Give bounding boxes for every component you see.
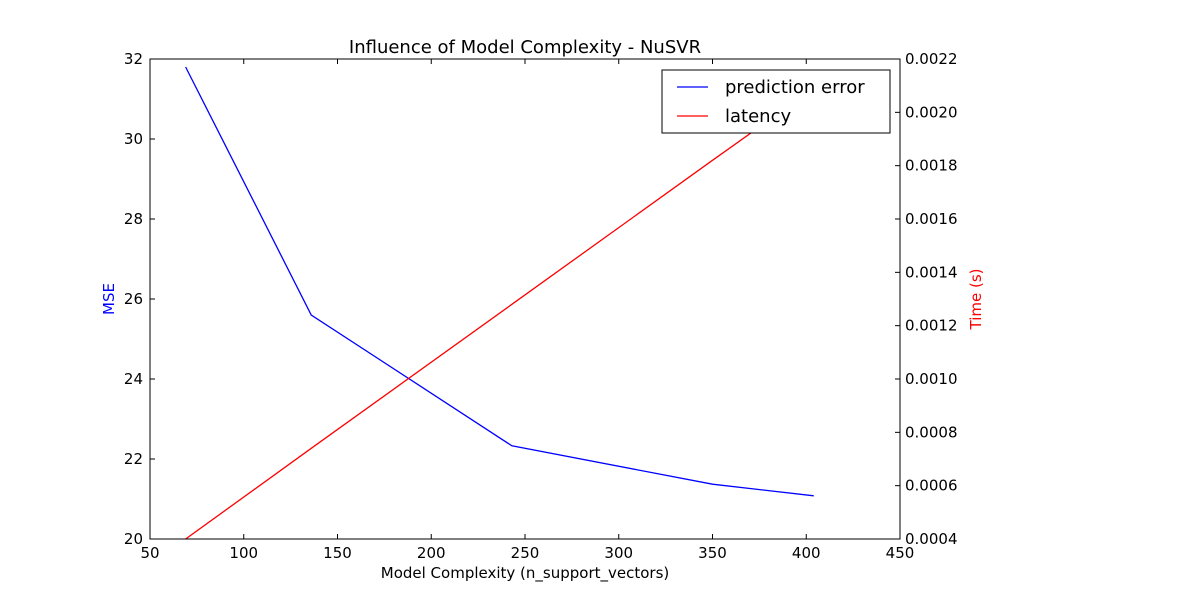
axis-ticks: 50 100 150 200 250 300 350 400 450 20 22 24 26 28 30 32…: [124, 50, 958, 562]
x-tick-label: 50: [140, 544, 159, 562]
y-left-tick-label: 24: [124, 370, 143, 388]
y-right-tick-label: 0.0004: [905, 530, 958, 548]
series-line-latency: [185, 87, 815, 539]
x-tick-label: 350: [698, 544, 727, 562]
x-tick-label: 100: [229, 544, 258, 562]
y-right-tick-label: 0.0008: [905, 423, 958, 441]
x-tick-label: 250: [511, 544, 540, 562]
plot-area-frame: [149, 58, 901, 540]
y-left-tick-label: 20: [124, 530, 143, 548]
legend: prediction error latency: [661, 69, 891, 134]
x-tick-label: 200: [417, 544, 446, 562]
y-right-tick-label: 0.0014: [905, 263, 958, 281]
y-right-tick-label: 0.0020: [905, 103, 958, 121]
plot-lines: [185, 66, 815, 539]
y-axis-right-label: Time (s): [967, 269, 985, 331]
x-axis-label: Model Complexity (n_support_vectors): [381, 564, 670, 583]
x-tick-label: 400: [792, 544, 821, 562]
y-axis-left-label: MSE: [100, 283, 118, 315]
y-left-tick-label: 28: [124, 210, 143, 228]
y-right-tick-label: 0.0018: [905, 157, 958, 175]
y-left-tick-label: 30: [124, 130, 143, 148]
y-right-tick-label: 0.0012: [905, 317, 958, 335]
series-line-prediction-error: [185, 66, 814, 497]
y-left-tick-label: 22: [124, 450, 143, 468]
x-tick-label: 450: [886, 544, 915, 562]
legend-label-prediction-error: prediction error: [725, 77, 865, 98]
chart-title: Influence of Model Complexity - NuSVR: [349, 37, 701, 58]
x-tick-label: 150: [323, 544, 352, 562]
x-tick-label: 300: [604, 544, 633, 562]
y-left-tick-label: 26: [124, 290, 143, 308]
legend-label-latency: latency: [725, 106, 791, 127]
legend-box: [661, 69, 891, 134]
y-right-tick-label: 0.0016: [905, 210, 958, 228]
y-left-tick-label: 32: [124, 50, 143, 68]
y-right-tick-label: 0.0010: [905, 370, 958, 388]
y-right-tick-label: 0.0022: [905, 50, 958, 68]
y-right-tick-label: 0.0006: [905, 477, 958, 495]
